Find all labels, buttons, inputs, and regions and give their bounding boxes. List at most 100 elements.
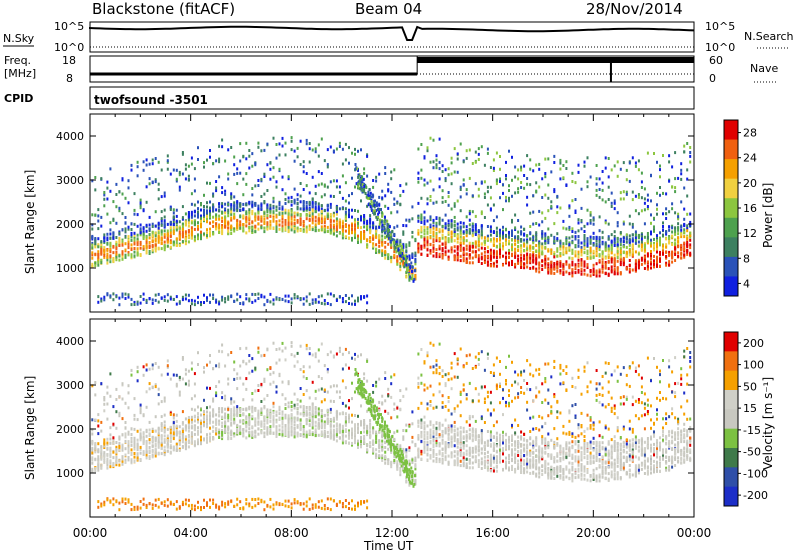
- power-cell: [275, 230, 278, 233]
- power-cell: [502, 236, 504, 240]
- velocity-cell: [94, 469, 97, 473]
- power-cell: [193, 227, 196, 231]
- power-cell: [677, 240, 680, 244]
- power-cell: [160, 241, 163, 245]
- power-cell: [302, 297, 305, 301]
- power-cell: [526, 252, 529, 256]
- velocity-cell: [127, 391, 130, 395]
- power-cell: [363, 167, 366, 171]
- power-cell: [197, 235, 199, 239]
- power-cell: [625, 250, 628, 254]
- velocity-cell: [97, 448, 100, 452]
- power-cell: [145, 229, 148, 233]
- power-cell: [245, 182, 248, 186]
- power-cell: [650, 242, 652, 246]
- power-cell: [680, 200, 683, 204]
- power-cell: [311, 298, 314, 302]
- power-cell: [526, 203, 529, 207]
- power-cell: [601, 270, 604, 274]
- power-cell: [435, 252, 438, 255]
- power-cell: [290, 222, 293, 226]
- velocity-cell: [139, 445, 142, 449]
- power-cell: [526, 247, 529, 251]
- power-cell: [109, 254, 112, 258]
- power-cell: [662, 248, 664, 252]
- power-cell: [589, 256, 592, 260]
- power-cell: [323, 215, 326, 219]
- power-cell: [486, 203, 489, 207]
- power-cell: [366, 243, 369, 247]
- velocity-cell: [103, 444, 106, 448]
- power-cell: [499, 243, 501, 247]
- power-cell: [203, 193, 205, 197]
- power-cell: [450, 156, 453, 160]
- power-cell: [622, 261, 625, 265]
- power-cell: [616, 174, 619, 178]
- power-cell: [233, 163, 236, 167]
- power-cell: [245, 210, 248, 214]
- power-cell: [260, 206, 263, 210]
- power-cell: [366, 239, 369, 243]
- power-cell: [650, 262, 652, 266]
- power-cell: [148, 223, 151, 227]
- power-cell: [133, 235, 136, 239]
- power-cell: [148, 233, 151, 237]
- power-cell: [556, 249, 559, 253]
- power-cell: [354, 218, 356, 222]
- power-cell: [178, 170, 181, 174]
- velocity-cell: [181, 445, 184, 448]
- power-cell: [221, 211, 224, 214]
- power-cell: [529, 266, 532, 270]
- velocity-cell: [112, 436, 115, 440]
- power-cell: [109, 167, 112, 171]
- power-cell: [388, 230, 391, 234]
- power-cell: [272, 302, 275, 306]
- power-cell: [266, 142, 269, 146]
- power-cell: [453, 170, 456, 174]
- power-cell: [148, 182, 151, 186]
- power-cell: [218, 225, 221, 229]
- velocity-cell: [154, 444, 157, 448]
- power-cell: [266, 227, 269, 231]
- power-cell: [619, 191, 622, 195]
- power-cell: [160, 217, 163, 221]
- power-cell: [643, 246, 646, 250]
- power-cell: [634, 234, 637, 237]
- power-cell: [659, 186, 661, 189]
- velocity-cell: [94, 444, 97, 448]
- power-cell: [508, 263, 510, 267]
- power-cell: [369, 205, 372, 209]
- power-cell: [511, 178, 513, 182]
- power-cell: [314, 219, 317, 223]
- power-cell: [115, 295, 118, 299]
- power-cell: [677, 232, 680, 236]
- power-cell: [471, 194, 474, 198]
- power-cell: [628, 264, 631, 268]
- power-cell: [190, 228, 193, 232]
- power-cell: [287, 226, 290, 230]
- velocity-cell: [133, 459, 136, 463]
- power-cell: [438, 247, 441, 251]
- velocity-cell: [148, 432, 151, 436]
- power-cell: [372, 204, 375, 208]
- velocity-cell: [160, 501, 163, 505]
- velocity-cell: [139, 458, 142, 461]
- power-cell: [637, 193, 640, 196]
- power-cell: [133, 242, 136, 246]
- power-cell: [517, 249, 520, 252]
- velocity-cell: [103, 398, 106, 402]
- power-cell: [284, 211, 287, 215]
- power-cell: [432, 234, 435, 238]
- power-cell: [308, 160, 311, 164]
- power-cell: [453, 215, 456, 219]
- power-cell: [414, 260, 417, 264]
- power-cell: [511, 245, 513, 249]
- power-cell: [429, 225, 432, 229]
- power-cell: [520, 246, 523, 250]
- power-cell: [163, 298, 166, 302]
- power-cell: [127, 242, 130, 246]
- velocity-cell: [160, 435, 163, 439]
- velocity-cell: [133, 440, 136, 444]
- power-cell: [423, 219, 426, 223]
- power-cell: [311, 200, 314, 204]
